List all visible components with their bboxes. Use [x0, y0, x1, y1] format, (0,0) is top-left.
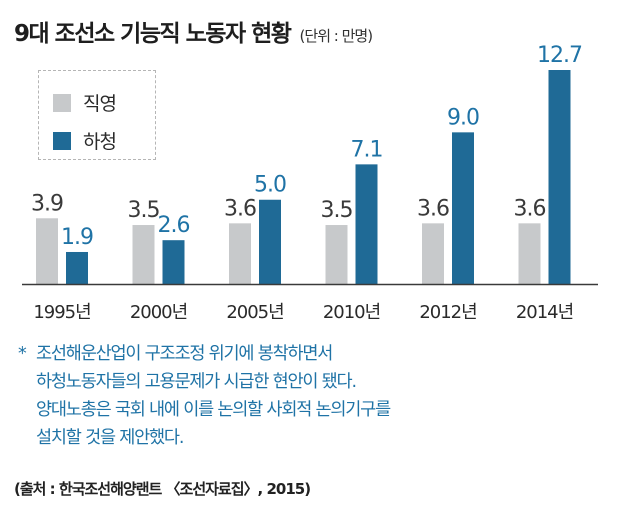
- bar-direct: [422, 223, 444, 284]
- source-note: (출처 : 한국조선해양랜트 〈조선자료집〉, 2015): [14, 480, 311, 498]
- footnote-line: 하청노동자들의 고용문제가 시급한 현안이 됐다.: [36, 372, 357, 392]
- bar-direct: [325, 225, 348, 284]
- x-tick-label: 2012년: [419, 302, 476, 323]
- legend-label-subcontract: 하청: [83, 131, 117, 153]
- bar-subcontract: [548, 70, 571, 284]
- data-label-direct: 3.6: [224, 196, 256, 221]
- bar-subcontract: [66, 251, 88, 284]
- x-tick-label: 2000년: [130, 302, 187, 323]
- legend-swatch-subcontract: [53, 131, 71, 150]
- x-tick-label: 2014년: [516, 302, 573, 323]
- data-label-subcontract: 9.0: [447, 105, 479, 130]
- data-label-direct: 3.5: [321, 198, 353, 223]
- legend-item-subcontract: 하청: [53, 127, 117, 154]
- footnote-line: 설치할 것을 제안했다.: [36, 428, 184, 448]
- data-label-direct: 3.6: [417, 196, 449, 221]
- footnote: * 조선해운산업이 구조조정 위기에 봉착하면서 하청노동자들의 고용문제가 시…: [18, 340, 391, 452]
- bar-direct: [518, 223, 541, 284]
- data-label-direct: 3.6: [514, 196, 546, 221]
- footnote-mark: *: [18, 344, 27, 364]
- data-label-subcontract: 2.6: [158, 213, 190, 238]
- unit-label: (단위 : 만명): [299, 27, 373, 45]
- bar-subcontract: [452, 132, 474, 284]
- bar-direct: [229, 223, 251, 284]
- bar-subcontract: [259, 199, 281, 284]
- data-label-subcontract: 7.1: [351, 137, 383, 162]
- bar-chart: 3.91.91995년3.52.62000년3.65.02005년3.57.12…: [22, 43, 598, 323]
- data-label-direct: 3.9: [31, 191, 63, 216]
- data-label-subcontract: 12.7: [537, 43, 582, 68]
- x-tick-label: 2010년: [323, 302, 380, 323]
- data-label-direct: 3.5: [128, 198, 160, 223]
- footnote-line: 조선해운산업이 구조조정 위기에 봉착하면서: [36, 344, 333, 364]
- bar-direct: [132, 225, 155, 284]
- bar-subcontract: [355, 164, 378, 284]
- footnote-line: 양대노총은 국회 내에 이를 논의할 사회적 논의기구를: [36, 400, 391, 420]
- x-tick-label: 2005년: [226, 302, 283, 323]
- x-tick-label: 1995년: [33, 302, 90, 323]
- bar-subcontract: [162, 240, 185, 284]
- legend-swatch-direct: [53, 93, 71, 112]
- legend-label-direct: 직영: [83, 93, 117, 115]
- chart-header: 9대 조선소 기능직 노동자 현황 (단위 : 만명): [14, 14, 373, 48]
- legend-item-direct: 직영: [53, 89, 117, 116]
- data-label-subcontract: 5.0: [254, 173, 286, 198]
- legend: 직영 하청: [38, 70, 156, 160]
- bar-direct: [36, 218, 58, 284]
- chart-title: 9대 조선소 기능직 노동자 현황: [14, 21, 292, 47]
- data-label-subcontract: 1.9: [61, 225, 93, 250]
